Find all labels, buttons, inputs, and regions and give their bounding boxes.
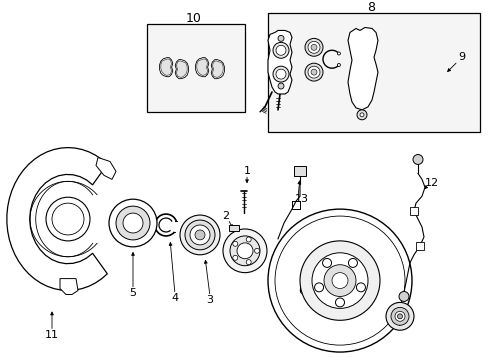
Circle shape [337,63,340,67]
Circle shape [398,292,408,301]
Bar [293,166,305,176]
Bar [267,13,479,132]
Circle shape [310,69,316,75]
Polygon shape [211,60,224,79]
Circle shape [116,206,150,240]
Circle shape [305,63,323,81]
Text: 8: 8 [366,1,374,14]
Circle shape [299,241,379,320]
Text: 2: 2 [222,211,229,221]
Circle shape [195,230,204,240]
Circle shape [245,237,251,242]
Circle shape [324,265,355,297]
Circle shape [180,215,220,255]
Circle shape [305,39,323,56]
Circle shape [412,154,422,165]
Circle shape [390,307,408,325]
Circle shape [356,283,365,292]
Text: 13: 13 [294,194,308,204]
Text: 12: 12 [424,178,438,188]
Circle shape [272,42,288,58]
Circle shape [267,209,411,352]
Circle shape [337,52,340,55]
Circle shape [123,213,142,233]
Polygon shape [196,59,207,76]
Polygon shape [159,58,172,77]
Circle shape [356,110,366,120]
Bar [147,24,244,112]
Polygon shape [176,61,187,77]
Circle shape [310,44,316,50]
Bar [409,207,417,215]
Text: 9: 9 [458,52,465,62]
Circle shape [254,248,259,253]
Circle shape [278,35,284,41]
Circle shape [385,302,413,330]
Circle shape [322,258,331,267]
Text: 3: 3 [206,296,213,305]
Circle shape [190,225,209,245]
Text: 7: 7 [396,318,403,328]
Polygon shape [212,61,223,77]
Circle shape [331,273,347,288]
Circle shape [232,255,237,260]
Polygon shape [96,158,116,179]
Circle shape [52,203,84,235]
Circle shape [272,66,288,82]
Circle shape [314,283,323,292]
Text: 5: 5 [129,288,136,298]
Circle shape [237,243,252,259]
Circle shape [275,69,285,79]
Text: 1: 1 [243,166,250,176]
Text: 11: 11 [45,330,59,340]
Circle shape [335,298,344,307]
Text: 10: 10 [185,12,202,25]
Bar [415,242,423,250]
Circle shape [397,314,402,319]
Circle shape [359,113,363,117]
Circle shape [275,45,285,55]
Polygon shape [161,59,171,76]
Polygon shape [347,27,377,110]
Circle shape [109,199,157,247]
Circle shape [232,241,237,246]
Circle shape [348,258,357,267]
Circle shape [229,236,260,266]
Polygon shape [175,60,188,79]
Text: 6: 6 [298,285,305,296]
Text: 4: 4 [171,293,178,303]
Circle shape [46,197,90,241]
Circle shape [394,311,404,321]
Polygon shape [267,31,291,94]
Circle shape [184,220,215,250]
Circle shape [274,216,404,345]
Polygon shape [7,148,107,291]
Polygon shape [195,58,208,77]
Circle shape [307,41,319,53]
Polygon shape [60,279,78,294]
Circle shape [307,66,319,78]
Circle shape [311,253,367,309]
Circle shape [245,260,251,265]
Circle shape [223,229,266,273]
Circle shape [278,83,284,89]
Bar [228,225,239,231]
